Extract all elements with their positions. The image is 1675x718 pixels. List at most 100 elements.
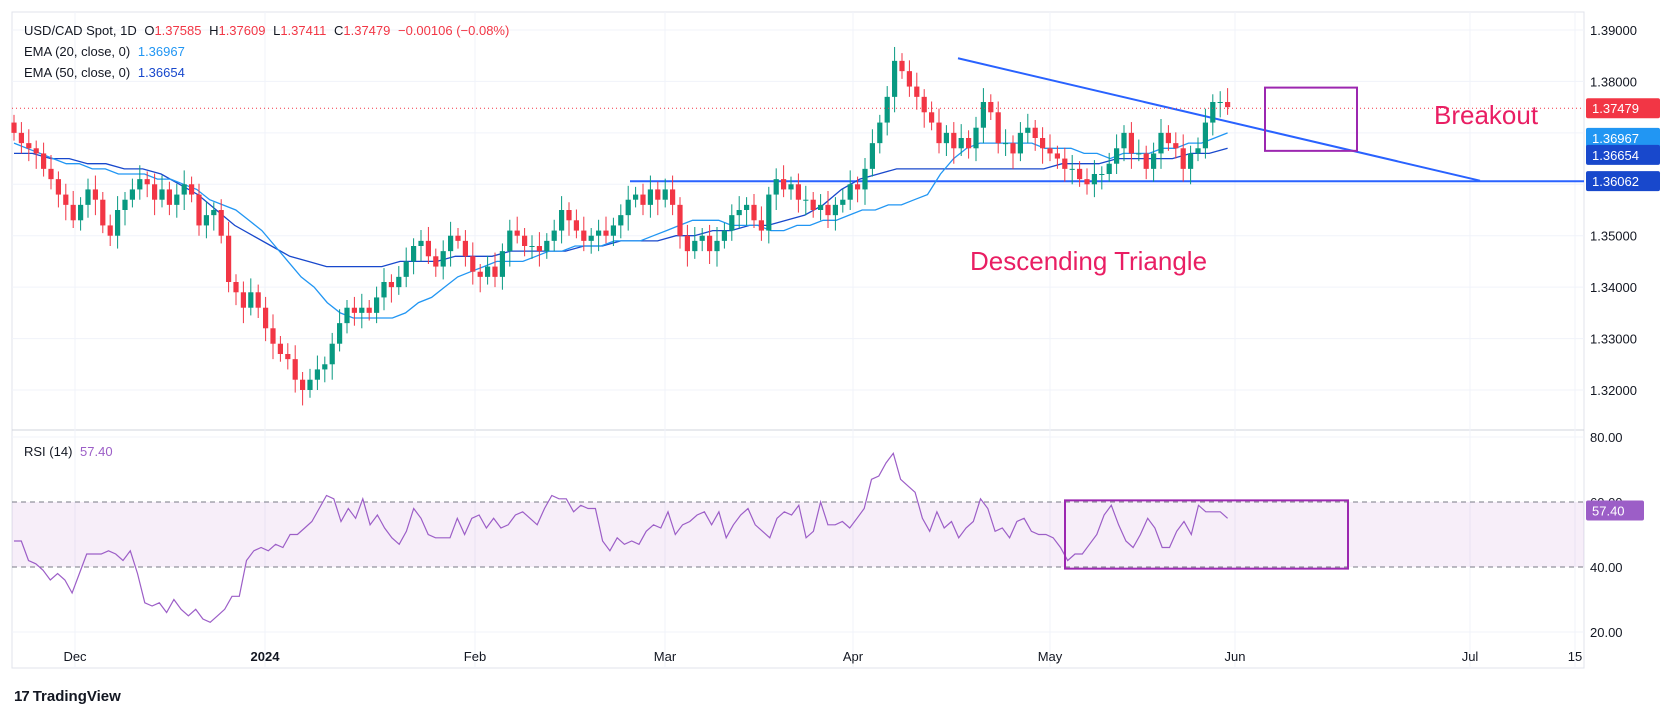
candle — [485, 255, 491, 285]
candle-body — [847, 184, 853, 200]
time-axis[interactable]: Dec 2024 Feb Mar Apr May Jun Jul 15 — [63, 649, 1582, 664]
ema20-label: EMA (20, close, 0) — [24, 44, 131, 59]
rsi-tick-label: 80.00 — [1590, 430, 1623, 445]
rsi-pane — [12, 451, 1584, 624]
candle-body — [174, 194, 180, 205]
candle-body — [980, 102, 986, 128]
candle-body — [795, 184, 801, 200]
legend-low: 1.37411 — [280, 23, 327, 38]
candle-body — [218, 210, 224, 236]
candle — [455, 228, 461, 249]
candle — [721, 222, 727, 249]
candle-body — [551, 230, 557, 241]
candle-body — [1158, 132, 1164, 154]
candle-body — [129, 189, 135, 200]
candle — [292, 345, 298, 393]
candle — [448, 221, 454, 267]
candle-body — [166, 189, 172, 205]
price-tick-label: 1.35000 — [1590, 229, 1637, 244]
rsi-tag: 57.40 — [1586, 500, 1644, 521]
legend-ema20: EMA (20, close, 0) 1.36967 — [24, 44, 189, 59]
rsi-range-box — [1064, 499, 1349, 570]
candle-body — [1151, 153, 1157, 169]
candle — [1047, 134, 1053, 162]
candle-body — [418, 240, 424, 246]
brand-logo[interactable]: 17 TradingView — [14, 688, 121, 705]
candle — [544, 233, 550, 259]
time-tick-label: Mar — [654, 649, 677, 664]
candle-body — [603, 230, 609, 236]
candle-body — [1054, 153, 1060, 159]
candle-body — [1091, 174, 1097, 185]
candle-body — [70, 204, 76, 221]
rsi-line — [14, 451, 1228, 624]
candle — [425, 226, 431, 264]
candle — [403, 247, 409, 288]
candle — [766, 186, 772, 244]
candle — [929, 101, 935, 131]
candle — [818, 194, 824, 221]
ema20-path — [13, 132, 1228, 319]
candle — [877, 114, 883, 154]
candle — [684, 224, 690, 267]
candle — [92, 175, 98, 216]
candle — [788, 176, 794, 200]
candle — [181, 170, 187, 210]
candle-body — [855, 184, 861, 190]
legend-symbol: USD/CAD Spot, 1D — [24, 23, 137, 38]
price-tick-label: 1.33000 — [1590, 332, 1637, 347]
candle-body — [662, 189, 668, 200]
candle — [559, 196, 565, 244]
candle-body — [1106, 163, 1112, 174]
candle — [33, 140, 39, 169]
candle — [647, 175, 653, 218]
candle — [1032, 120, 1038, 151]
candle-body — [388, 282, 394, 288]
candle — [78, 197, 84, 231]
candle-body — [581, 230, 587, 241]
candle — [1151, 142, 1157, 182]
candle — [1106, 152, 1112, 182]
candle — [810, 192, 816, 218]
candle — [18, 122, 24, 154]
candle-body — [618, 215, 624, 226]
candle-body — [78, 204, 84, 221]
candle — [588, 228, 594, 254]
price-axis[interactable]: 1.390001.380001.370001.350001.340001.330… — [1590, 23, 1637, 398]
candle — [1054, 145, 1060, 169]
candle-body — [677, 204, 683, 236]
time-tick-label: May — [1038, 649, 1063, 664]
candle — [300, 372, 306, 406]
candle-body — [914, 86, 920, 97]
candle-body — [625, 199, 631, 216]
candle-body — [640, 194, 646, 205]
candle — [41, 142, 47, 177]
candle — [966, 130, 972, 159]
candle-body — [344, 307, 350, 324]
candle — [1188, 145, 1194, 185]
candle — [670, 175, 676, 216]
candle-body — [692, 240, 698, 252]
legend-rsi: RSI (14) 57.40 — [24, 444, 117, 459]
rsi-tick-label: 40.00 — [1590, 560, 1623, 575]
candle — [26, 129, 32, 162]
candle — [11, 114, 17, 141]
candle — [381, 268, 387, 311]
candle — [692, 226, 698, 259]
time-tick-label: Jul — [1462, 649, 1479, 664]
candle-body — [758, 220, 764, 231]
candle — [980, 88, 986, 144]
candle — [773, 168, 779, 210]
time-tick-label: Apr — [843, 649, 864, 664]
candle-body — [403, 261, 409, 277]
candle-body — [544, 240, 550, 252]
candle — [1069, 154, 1075, 185]
candle — [936, 108, 942, 154]
candle-body — [781, 179, 787, 190]
candle-body — [832, 204, 838, 216]
candle — [1121, 125, 1127, 162]
candle — [803, 185, 809, 216]
ema20-line — [13, 132, 1228, 319]
